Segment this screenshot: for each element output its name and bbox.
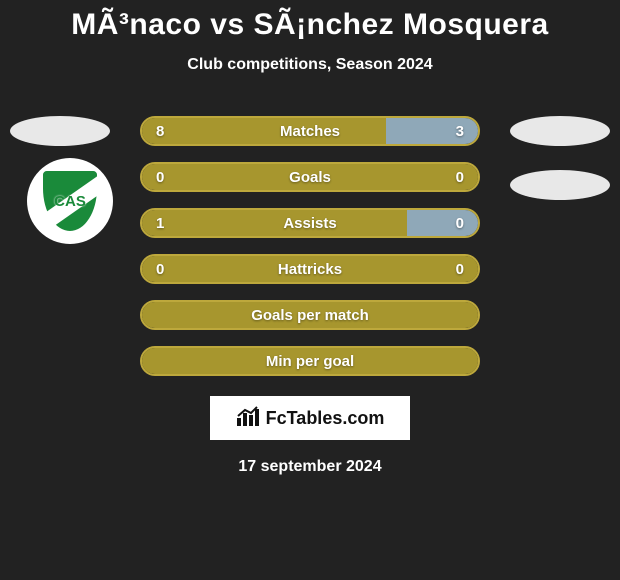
stat-value-left: 8	[156, 123, 164, 140]
stat-value-left: 0	[156, 169, 164, 186]
stat-row: Goals per match	[140, 300, 480, 330]
stat-label: Min per goal	[266, 353, 354, 370]
club-shield-icon: CAS	[39, 167, 101, 235]
comparison-bars: 8 3 Matches 0 0 Goals 1 0 Assists 0 0 Hattricks Goal…	[140, 116, 480, 376]
stat-bar-left	[142, 118, 386, 144]
player-badge-left	[10, 116, 110, 146]
stat-row: 1 0 Assists	[140, 208, 480, 238]
stat-row: Min per goal	[140, 346, 480, 376]
club-logo: CAS	[27, 158, 113, 244]
footer-date: 17 september 2024	[0, 458, 620, 476]
stat-label: Hattricks	[278, 261, 342, 278]
stat-value-right: 0	[456, 169, 464, 186]
stat-value-right: 0	[456, 215, 464, 232]
brand-text: FcTables.com	[266, 408, 385, 429]
infographic-container: MÃ³naco vs SÃ¡nchez Mosquera Club compet…	[0, 0, 620, 476]
stat-value-right: 0	[456, 261, 464, 278]
stat-bar-right	[386, 118, 478, 144]
brand-chart-icon	[236, 406, 260, 431]
stat-row: 0 0 Hattricks	[140, 254, 480, 284]
stat-label: Assists	[283, 215, 336, 232]
stat-value-left: 0	[156, 261, 164, 278]
stat-label: Goals per match	[251, 307, 369, 324]
stat-value-right: 3	[456, 123, 464, 140]
stat-value-left: 1	[156, 215, 164, 232]
brand-watermark: FcTables.com	[210, 396, 410, 440]
stat-label: Goals	[289, 169, 331, 186]
page-title: MÃ³naco vs SÃ¡nchez Mosquera	[0, 8, 620, 42]
stat-label: Matches	[280, 123, 340, 140]
page-subtitle: Club competitions, Season 2024	[0, 56, 620, 74]
player-badge-right-1	[510, 116, 610, 146]
stat-bar-right	[407, 210, 478, 236]
stat-row: 8 3 Matches	[140, 116, 480, 146]
player-badge-right-2	[510, 170, 610, 200]
club-shield-text: CAS	[54, 193, 86, 210]
chart-area: CAS 8 3 Matches 0 0 Goals 1 0 Assists 0 0 Hattricks…	[0, 116, 620, 476]
stat-row: 0 0 Goals	[140, 162, 480, 192]
stat-bar-left	[142, 210, 407, 236]
